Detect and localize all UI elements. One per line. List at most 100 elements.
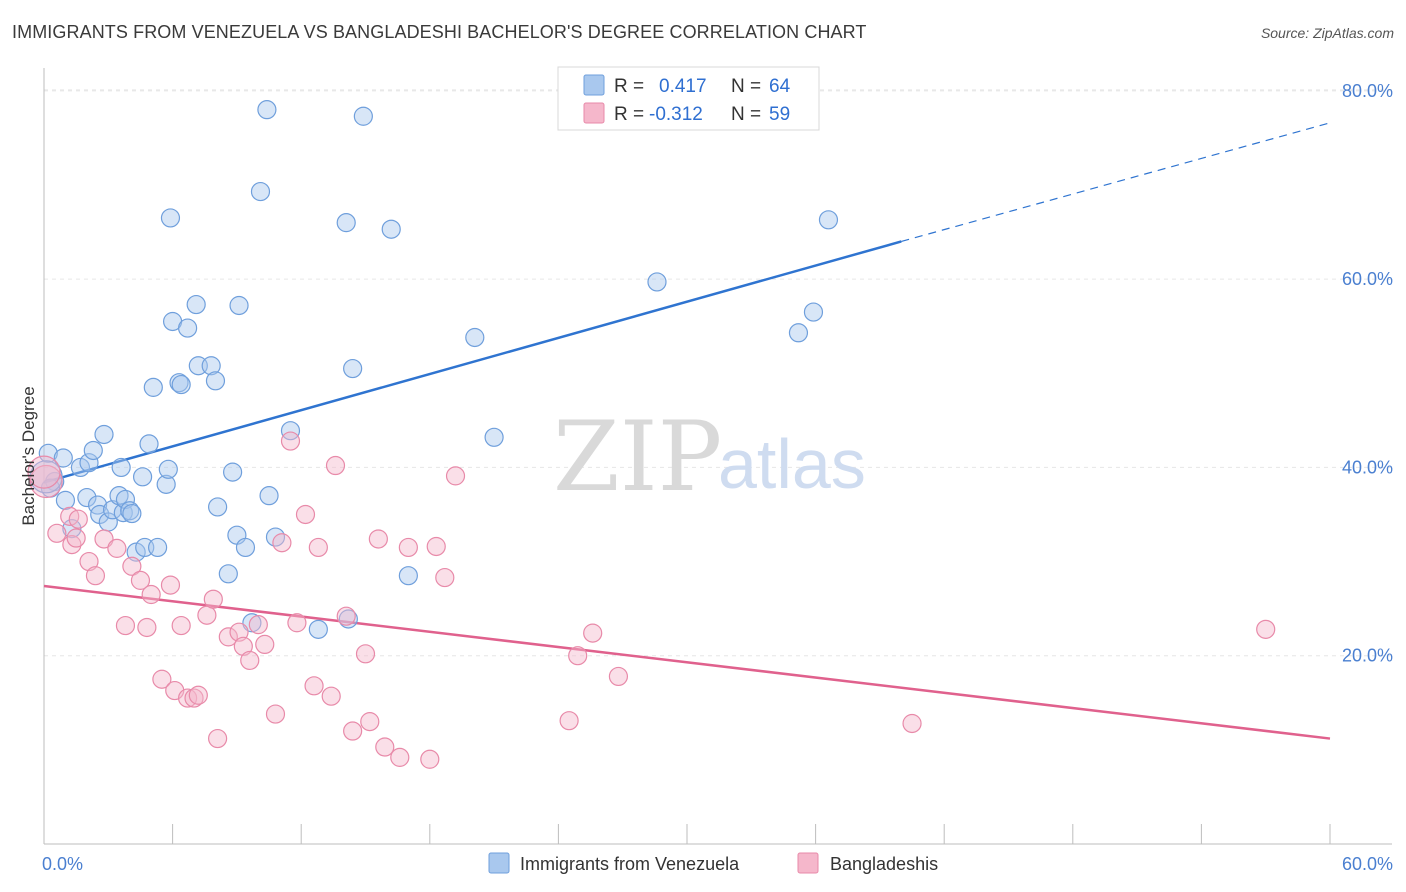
point-s0-55 (381, 219, 401, 239)
y-axis-label: Bachelor's Degree (19, 386, 38, 525)
point-s1-15 (152, 669, 172, 689)
legend-n-value-1: 59 (769, 104, 790, 125)
point-s0-33 (178, 318, 198, 338)
point-s0-18 (115, 489, 136, 510)
point-s1-49 (426, 536, 446, 557)
legend-n-label-0: N = (731, 76, 761, 97)
point-s0-37 (205, 371, 226, 391)
legend-box: R = 0.417 N = 64 R = -0.312 N = 59 (557, 66, 820, 131)
point-s0-20 (122, 503, 142, 524)
y-tick-label-0: 20.0% (1342, 646, 1393, 666)
point-s0-25 (143, 377, 163, 397)
point-s1-46 (390, 747, 410, 767)
x-tick-label-1: 60.0% (1342, 854, 1393, 874)
point-s0-10 (87, 495, 108, 515)
point-s1-39 (325, 455, 346, 476)
point-s1-48 (420, 749, 440, 769)
point-s0-22 (132, 467, 153, 487)
point-s1-51 (445, 466, 466, 486)
y-tick-labels: 20.0% 40.0% 60.0% 80.0% (1342, 81, 1393, 666)
point-s0-52 (338, 609, 358, 629)
point-s0-49 (280, 421, 301, 441)
point-s0-34 (186, 294, 206, 315)
point-s1-36 (304, 676, 324, 696)
point-s0-28 (158, 459, 178, 479)
point-s0-45 (250, 181, 271, 202)
bottom-legend-swatch-bangladeshis (797, 852, 819, 874)
trend-line-extension-0 (901, 122, 1331, 243)
point-s1-53 (568, 646, 588, 666)
trend-line-0 (43, 240, 902, 484)
point-s1-28 (240, 650, 260, 671)
point-s1-50 (435, 567, 455, 588)
y-tick-label-3: 80.0% (1342, 81, 1393, 101)
chart-source: Source: ZipAtlas.com (1260, 25, 1394, 41)
point-s0-16 (111, 457, 131, 478)
bottom-legend-swatch-venezuela (488, 852, 510, 874)
point-s0-32 (171, 374, 191, 395)
point-s1-31 (265, 704, 286, 724)
bottom-legend-label-venezuela: Immigrants from Venezuela (520, 854, 740, 874)
trend-lines (43, 122, 1331, 740)
point-s0-47 (259, 486, 279, 506)
point-s1-18 (171, 615, 191, 636)
point-s0-42 (229, 295, 249, 316)
y-tick-label-1: 40.0% (1342, 457, 1393, 477)
point-s1-30 (255, 634, 275, 655)
point-s1-58 (27, 455, 61, 489)
point-s0-26 (147, 537, 168, 558)
point-s1-37 (308, 537, 328, 558)
point-s1-32 (272, 533, 292, 553)
point-s1-45 (375, 737, 395, 757)
point-s0-46 (257, 100, 277, 120)
point-s1-6 (79, 551, 99, 572)
point-s0-29 (160, 208, 181, 228)
point-s1-52 (559, 711, 579, 731)
point-s0-12 (94, 424, 114, 445)
point-s1-16 (160, 575, 181, 595)
point-s1-26 (229, 622, 249, 642)
watermark-atlas: atlas (718, 425, 866, 503)
point-s1-35 (295, 504, 316, 525)
chart-title: IMMIGRANTS FROM VENEZUELA VS BANGLADESHI… (12, 22, 867, 42)
watermark-zip: ZIP (553, 401, 722, 513)
point-s0-59 (647, 272, 667, 292)
x-tick-label-0: 0.0% (42, 854, 83, 874)
point-s0-19 (120, 501, 140, 521)
point-s0-61 (803, 302, 824, 322)
point-s1-12 (130, 570, 151, 590)
point-s1-40 (336, 606, 356, 626)
point-s1-10 (115, 615, 136, 636)
point-s0-24 (139, 434, 159, 454)
point-s1-27 (233, 636, 253, 656)
point-s0-57 (465, 327, 485, 348)
point-s1-33 (280, 431, 301, 451)
point-s1-29 (248, 615, 268, 635)
y-tick-label-2: 60.0% (1342, 269, 1393, 289)
point-s0-7 (79, 453, 99, 473)
point-s1-34 (287, 613, 307, 633)
point-s0-8 (77, 487, 97, 508)
point-s0-27 (156, 474, 176, 494)
point-s0-14 (102, 500, 123, 520)
point-s0-36 (201, 356, 221, 376)
point-s0-4 (55, 490, 76, 510)
point-s1-23 (203, 589, 223, 609)
point-s1-5 (66, 528, 86, 548)
legend-r-label-1: R = (614, 104, 644, 125)
legend-r-value-1: -0.312 (649, 104, 703, 125)
point-s1-56 (902, 713, 922, 734)
trend-line-1 (43, 584, 1331, 740)
point-s0-58 (484, 427, 504, 447)
point-s1-24 (208, 728, 228, 749)
point-s1-4 (68, 509, 88, 529)
point-s0-56 (398, 566, 418, 586)
point-s0-0 (38, 443, 58, 463)
legend-swatch-venezuela (583, 74, 605, 96)
point-s0-40 (223, 462, 243, 482)
point-s1-22 (197, 605, 217, 625)
point-s0-54 (353, 106, 373, 126)
legend-swatch-bangladeshis (583, 102, 605, 124)
x-tick-labels: 0.0% 60.0% (42, 854, 1393, 874)
